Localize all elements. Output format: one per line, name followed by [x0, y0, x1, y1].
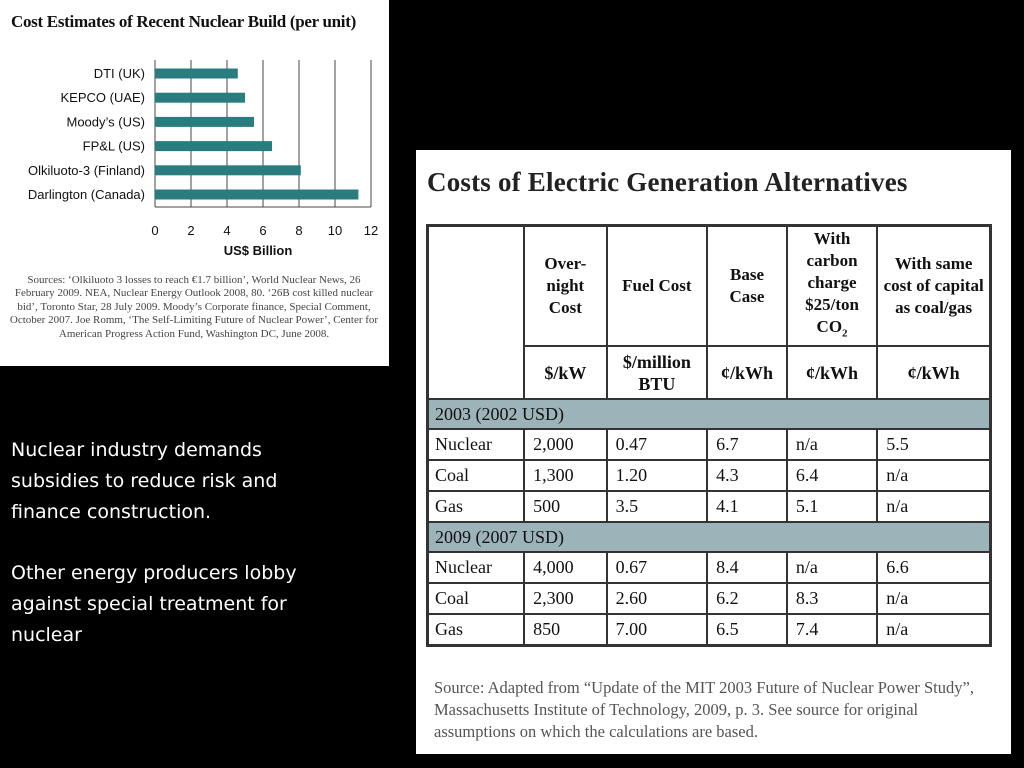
bar	[155, 165, 301, 176]
table-cell: n/a	[876, 459, 992, 492]
header-base-case: Base Case	[706, 224, 788, 347]
x-tick-label: 12	[364, 223, 378, 238]
table-section-row: 2003 (2002 USD)	[426, 398, 992, 430]
table-cell: 6.5	[706, 613, 788, 647]
header-fuel-cost: Fuel Cost	[605, 224, 709, 347]
table-cell: 500	[523, 490, 608, 523]
bar	[155, 141, 272, 152]
unit-cell: $/kW	[523, 345, 608, 400]
table-cell: n/a	[876, 613, 992, 647]
table-cell: 6.2	[706, 582, 788, 615]
table-cell: n/a	[785, 551, 879, 584]
category-label: KEPCO (UAE)	[60, 90, 145, 105]
table-panel: Costs of Electric Generation Alternative…	[416, 150, 1011, 754]
bar	[155, 116, 254, 127]
unit-cell: ¢/kWh	[706, 345, 788, 400]
x-tick-label: 10	[328, 223, 342, 238]
x-tick-label: 2	[187, 223, 194, 238]
table-row: Nuclear 4,000 0.67 8.4 n/a 6.6	[426, 551, 992, 584]
bar	[155, 92, 245, 103]
fuel-type-cell: Gas	[426, 490, 526, 523]
table-cell: 7.4	[785, 613, 879, 647]
fuel-type-cell: Gas	[426, 613, 526, 647]
table-cell: 1,300	[523, 459, 608, 492]
table-cell: 6.6	[876, 551, 992, 584]
category-label: FP&L (US)	[83, 139, 145, 154]
table-cell: 2,000	[523, 428, 608, 461]
table-cell: n/a	[876, 582, 992, 615]
x-tick-label: 8	[295, 223, 302, 238]
x-tick-label: 0	[151, 223, 158, 238]
table-cell: 2.60	[605, 582, 709, 615]
header-same-capital: With same cost of capital as coal/gas	[876, 224, 992, 347]
table-row: Nuclear 2,000 0.47 6.7 n/a 5.5	[426, 428, 992, 461]
fuel-type-cell: Coal	[426, 459, 526, 492]
table-cell: 4.1	[706, 490, 788, 523]
chart-sources: Sources: ‘Olkiluoto 3 losses to reach €1…	[9, 274, 379, 340]
category-label: Moody’s (US)	[66, 114, 145, 129]
section-label: 2003 (2002 USD)	[426, 398, 992, 430]
table-cell: 3.5	[605, 490, 709, 523]
table-body: 2003 (2002 USD) Nuclear 2,000 0.47 6.7 n/a 5.5…	[426, 398, 992, 647]
table-cell: 5.1	[785, 490, 879, 523]
body-text-lobby: Other energy producers lobby against spe…	[11, 562, 297, 646]
bar-chart-svg: DTI (UK) KEPCO (UAE) Moody’s (US) FP&L (US)…	[28, 60, 378, 258]
unit-cell: ¢/kWh	[785, 345, 879, 400]
bar-chart-panel: Cost Estimates of Recent Nuclear Build (…	[0, 0, 389, 366]
table-cell: 8.3	[785, 582, 879, 615]
category-label: Darlington (Canada)	[28, 187, 145, 202]
x-tick-label: 6	[259, 223, 266, 238]
table-cell: 850	[523, 613, 608, 647]
table-row: Gas 500 3.5 4.1 5.1 n/a	[426, 490, 992, 523]
table-cell: 8.4	[706, 551, 788, 584]
unit-cell: ¢/kWh	[876, 345, 992, 400]
fuel-type-cell: Coal	[426, 582, 526, 615]
category-label: Olkiluoto-3 (Finland)	[28, 163, 145, 178]
x-tick-label: 4	[223, 223, 230, 238]
unit-cell: $/million BTU	[605, 345, 709, 400]
x-axis-title: US$ Billion	[224, 243, 293, 258]
table-source: Source: Adapted from “Update of the MIT …	[434, 678, 974, 741]
table-cell: 4.3	[706, 459, 788, 492]
table-header-row: Over-night Cost Fuel Cost Base Case With…	[426, 224, 992, 400]
table-cell: 7.00	[605, 613, 709, 647]
table-row: Gas 850 7.00 6.5 7.4 n/a	[426, 613, 992, 647]
header-overnight-cost: Over-night Cost	[523, 224, 608, 347]
body-text-subsidies: Nuclear industry demands subsidies to re…	[11, 439, 278, 523]
table-cell: 1.20	[605, 459, 709, 492]
table-cell: n/a	[876, 490, 992, 523]
header-carbon-text: With carbon charge $25/ton CO	[805, 228, 859, 336]
fuel-type-cell: Nuclear	[426, 428, 526, 461]
chart-title: Cost Estimates of Recent Nuclear Build (…	[11, 12, 356, 31]
header-carbon-charge: With carbon charge $25/ton CO2	[785, 224, 879, 347]
table-row: Coal 1,300 1.20 4.3 6.4 n/a	[426, 459, 992, 492]
table-cell: 6.4	[785, 459, 879, 492]
table-cell: 0.67	[605, 551, 709, 584]
table-row: Coal 2,300 2.60 6.2 8.3 n/a	[426, 582, 992, 615]
table-cell: n/a	[785, 428, 879, 461]
table-cell: 4,000	[523, 551, 608, 584]
header-blank	[426, 224, 526, 400]
header-carbon-subscript: 2	[842, 327, 848, 340]
table-cell: 6.7	[706, 428, 788, 461]
table-section-row: 2009 (2007 USD)	[426, 521, 992, 553]
table-cell: 0.47	[605, 428, 709, 461]
generation-cost-table: Over-night Cost Fuel Cost Base Case With…	[426, 224, 992, 647]
bar	[155, 189, 359, 200]
fuel-type-cell: Nuclear	[426, 551, 526, 584]
bar	[155, 68, 238, 79]
category-label: DTI (UK)	[94, 66, 145, 81]
table-cell: 5.5	[876, 428, 992, 461]
table-units-row: $/kW $/million BTU ¢/kWh ¢/kWh ¢/kWh	[428, 345, 992, 400]
table-cell: 2,300	[523, 582, 608, 615]
table-title: Costs of Electric Generation Alternative…	[427, 167, 908, 197]
section-label: 2009 (2007 USD)	[426, 521, 992, 553]
